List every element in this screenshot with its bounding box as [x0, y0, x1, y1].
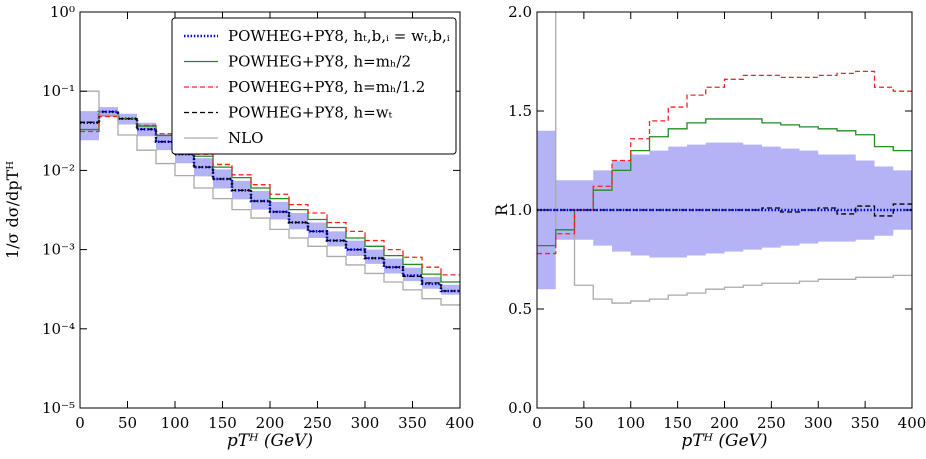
step-line — [537, 118, 912, 247]
y-tick-label: 10⁻² — [42, 161, 75, 179]
x-tick-label: 100 — [161, 414, 190, 432]
x-tick-label: 150 — [208, 414, 237, 432]
legend-label: NLO — [228, 129, 263, 147]
x-tick-label: 100 — [616, 414, 645, 432]
x-tick-label: 350 — [851, 414, 880, 432]
legend-label: POWHEG+PY8, hₜ,b,ᵢ = wₜ,b,ᵢ — [228, 27, 450, 45]
y-tick-label: 2.0 — [508, 3, 532, 21]
step-line — [537, 203, 912, 217]
x-tick-label: 50 — [118, 414, 137, 432]
step-line — [80, 115, 460, 276]
y-axis-label: R — [492, 203, 511, 216]
x-tick-label: 400 — [446, 414, 475, 432]
y-axis-label: 1/σ dσ/dpTᴴ — [3, 161, 22, 259]
plot-area — [537, 12, 912, 304]
y-tick-label: 0.5 — [508, 300, 532, 318]
x-tick-label: 250 — [303, 414, 332, 432]
x-axis-label: pTᴴ (GeV) — [681, 431, 767, 451]
legend-label: POWHEG+PY8, h=wₜ — [228, 104, 393, 122]
x-tick-label: 0 — [532, 414, 542, 432]
step-line — [80, 110, 460, 293]
legend-box — [171, 17, 457, 155]
x-axis-label: pTᴴ (GeV) — [227, 431, 313, 451]
step-line — [555, 12, 912, 304]
x-tick-label: 150 — [663, 414, 692, 432]
x-tick-label: 300 — [804, 414, 833, 432]
y-tick-label: 10⁰ — [50, 3, 75, 21]
legend-label: POWHEG+PY8, h=mₕ/2 — [228, 53, 411, 71]
x-tick-label: 250 — [757, 414, 786, 432]
step-line — [80, 90, 460, 306]
x-tick-label: 200 — [710, 414, 739, 432]
x-tick-label: 400 — [898, 414, 926, 432]
x-tick-label: 200 — [256, 414, 285, 432]
x-tick-label: 350 — [398, 414, 427, 432]
y-tick-label: 10⁻¹ — [42, 82, 75, 100]
y-tick-label: 1.0 — [508, 201, 532, 219]
x-tick-label: 0 — [75, 414, 85, 432]
x-tick-label: 300 — [351, 414, 380, 432]
x-tick-label: 50 — [574, 414, 593, 432]
step-line — [537, 70, 912, 255]
y-tick-label: 10⁻³ — [42, 241, 75, 259]
y-tick-label: 10⁻⁴ — [42, 320, 75, 338]
y-tick-label: 10⁻⁵ — [42, 399, 75, 417]
y-tick-label: 1.5 — [508, 102, 532, 120]
legend-label: POWHEG+PY8, h=mₕ/1.2 — [228, 78, 425, 96]
y-tick-label: 0.0 — [508, 399, 532, 417]
